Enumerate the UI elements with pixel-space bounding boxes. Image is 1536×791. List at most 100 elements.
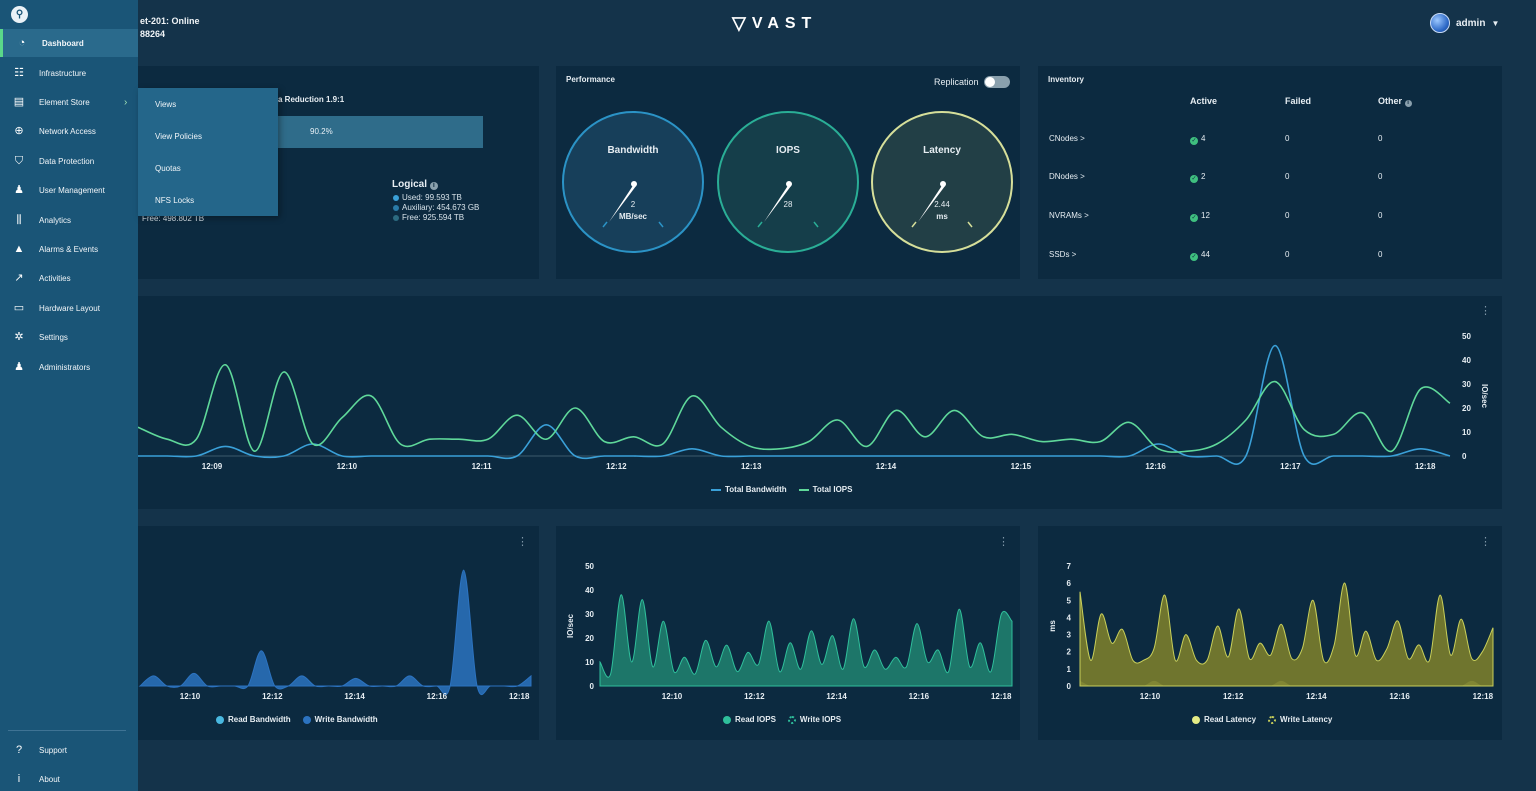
latency-chart-menu-icon[interactable]: ⋮ xyxy=(1480,536,1491,548)
hardware-icon: ▭ xyxy=(13,302,25,314)
inventory-row-link[interactable]: NVRAMs > xyxy=(1049,211,1089,220)
legend-swatch xyxy=(798,488,809,491)
legend-read-latency[interactable]: Read Latency xyxy=(1192,715,1256,724)
capacity-usage-bar: 90.2% xyxy=(278,116,483,148)
sidebar-item-administrators[interactable]: ♟ Administrators xyxy=(0,353,138,381)
iops-chart-menu-icon[interactable]: ⋮ xyxy=(998,536,1009,548)
avatar xyxy=(1430,13,1450,33)
sidebar-item-infrastructure[interactable]: ☷ Infrastructure xyxy=(0,59,138,87)
legend-total-iops[interactable]: Total IOPS xyxy=(798,485,853,494)
inventory-row-link[interactable]: CNodes > xyxy=(1049,134,1085,143)
legend-swatch xyxy=(787,715,796,724)
legend-swatch xyxy=(1192,715,1200,724)
info-icon: i xyxy=(17,773,21,785)
sidebar-item-label: Dashboard xyxy=(42,38,84,48)
sidebar-item-label: Infrastructure xyxy=(39,68,87,78)
inventory-active-count: ✓ 4 xyxy=(1190,134,1205,145)
legend-write-bandwidth[interactable]: Write Bandwidth xyxy=(302,715,378,724)
inventory-col-failed: Failed xyxy=(1285,96,1312,106)
inventory-active-count-text: 2 xyxy=(1201,172,1206,181)
logical-auxiliary: Auxiliary: 454.673 GB xyxy=(393,203,479,212)
bandwidth-chart-panel xyxy=(138,526,539,740)
submenu-item-quotas[interactable]: Quotas xyxy=(155,164,181,173)
globe-icon: ⊕ xyxy=(14,125,24,137)
latency-chart-panel xyxy=(1038,526,1502,740)
overview-chart-menu-icon[interactable]: ⋮ xyxy=(1480,305,1491,317)
sidebar-item-label: Support xyxy=(39,745,68,755)
inventory-row-link[interactable]: SSDs > xyxy=(1049,250,1076,259)
sidebar-item-label: Network Access xyxy=(39,126,96,136)
sidebar-item-analytics[interactable]: ⫼ Analytics xyxy=(0,206,138,234)
sidebar-item-label: Activities xyxy=(39,273,71,283)
inventory-other-count-text: 0 xyxy=(1378,250,1383,259)
legend-read-bandwidth[interactable]: Read Bandwidth xyxy=(216,715,291,724)
infrastructure-icon: ☷ xyxy=(14,67,24,79)
sidebar-item-settings[interactable]: ✲ Settings xyxy=(0,323,138,351)
inventory-other-count: 0 xyxy=(1378,250,1382,259)
question-icon: ? xyxy=(15,744,23,756)
inventory-col-active: Active xyxy=(1190,96,1218,106)
replication-toggle[interactable] xyxy=(984,76,1010,88)
info-icon[interactable]: i xyxy=(429,182,438,190)
sidebar-item-about[interactable]: i About xyxy=(0,765,138,791)
legend-label: Read Bandwidth xyxy=(228,715,291,724)
latency-legend: Read Latency Write Latency xyxy=(1192,715,1332,724)
sidebar-item-hardware-layout[interactable]: ▭ Hardware Layout xyxy=(0,294,138,322)
bandwidth-chart-menu-icon[interactable]: ⋮ xyxy=(517,536,528,548)
inventory-other-count: 0 xyxy=(1378,172,1382,181)
users-icon: ♟ xyxy=(14,184,24,196)
logical-used-text: Used: 99.593 TB xyxy=(402,193,462,202)
inventory-panel xyxy=(1038,66,1502,279)
vast-logo-icon: ▽ xyxy=(732,13,746,33)
overview-legend: Total Bandwidth Total IOPS xyxy=(711,485,852,494)
legend-write-latency[interactable]: Write Latency xyxy=(1268,715,1332,724)
legend-swatch xyxy=(216,715,224,724)
sidebar-item-network-access[interactable]: ⊕ Network Access xyxy=(0,117,138,145)
check-circle-icon: ✓ xyxy=(1190,214,1198,222)
inventory-other-count: 0 xyxy=(1378,134,1382,143)
auxiliary-swatch xyxy=(393,204,399,211)
inventory-other-count-text: 0 xyxy=(1378,172,1383,181)
sidebar: ⚲ ◔ Dashboard ☷ Infrastructure ▤ Element Stor… xyxy=(0,0,138,791)
iops-chart-panel xyxy=(556,526,1020,740)
legend-write-iops[interactable]: Write IOPS xyxy=(787,715,842,724)
physical-free-label: Free: 498.802 TB xyxy=(142,214,205,223)
user-menu[interactable]: admin ▼ xyxy=(1430,13,1499,33)
sidebar-item-alarms-events[interactable]: ▲ Alarms & Events xyxy=(0,235,138,263)
submenu-item-nfs-locks[interactable]: NFS Locks xyxy=(155,196,195,205)
sidebar-item-support[interactable]: ? Support xyxy=(0,736,138,764)
legend-swatch xyxy=(1268,715,1277,724)
top-bar: et-201: Online 88264 ▽ VAST admin ▼ xyxy=(0,0,1536,50)
sidebar-item-user-management[interactable]: ♟ User Management xyxy=(0,176,138,204)
legend-read-iops[interactable]: Read IOPS xyxy=(723,715,776,724)
sidebar-item-dashboard[interactable]: ◔ Dashboard xyxy=(0,29,138,57)
submenu-item-views[interactable]: Views xyxy=(155,100,177,109)
legend-label: Total IOPS xyxy=(812,485,853,494)
inventory-row-link-text: SSDs > xyxy=(1049,250,1077,259)
legend-label: Write Bandwidth xyxy=(314,715,378,724)
inventory-row-link[interactable]: DNodes > xyxy=(1049,172,1085,181)
used-swatch xyxy=(393,194,399,201)
legend-swatch xyxy=(723,715,731,724)
performance-panel xyxy=(556,66,1020,279)
search-icon[interactable]: ⚲ xyxy=(11,6,28,23)
check-circle-icon: ✓ xyxy=(1190,137,1198,145)
inventory-row-link-text: NVRAMs > xyxy=(1049,211,1089,220)
shield-icon: ⛉ xyxy=(14,155,24,167)
chevron-down-icon: ▼ xyxy=(1491,18,1500,28)
inventory-active-count: ✓ 44 xyxy=(1190,250,1210,261)
legend-total-bandwidth[interactable]: Total Bandwidth xyxy=(711,485,787,494)
sidebar-item-data-protection[interactable]: ⛉ Data Protection xyxy=(0,147,138,175)
info-icon[interactable]: i xyxy=(1404,100,1412,107)
submenu-item-view-policies[interactable]: View Policies xyxy=(155,132,202,141)
legend-swatch xyxy=(302,715,311,724)
inventory-active-count-text: 44 xyxy=(1201,250,1210,259)
logical-aux-text: Auxiliary: 454.673 GB xyxy=(402,203,480,212)
admin-icon: ♟ xyxy=(14,361,24,373)
sidebar-item-activities[interactable]: ↗ Activities xyxy=(0,264,138,292)
logical-used: Used: 99.593 TB xyxy=(393,193,462,202)
sidebar-item-element-store[interactable]: ▤ Element Store › xyxy=(0,88,138,116)
legend-label: Write IOPS xyxy=(799,715,842,724)
inventory-failed-count-text: 0 xyxy=(1285,172,1290,181)
inventory-active-count: ✓ 2 xyxy=(1190,172,1205,183)
